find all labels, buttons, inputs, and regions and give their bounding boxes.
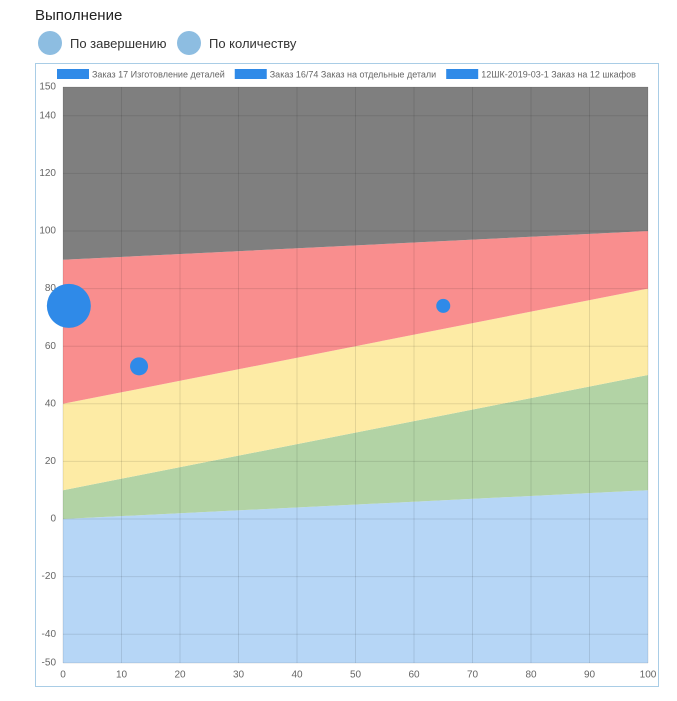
y-tick-label: 20 bbox=[45, 456, 57, 467]
y-tick-label: 60 bbox=[45, 341, 57, 352]
x-tick-label: 40 bbox=[291, 670, 303, 681]
x-tick-label: 0 bbox=[60, 670, 66, 681]
section-title: Выполнение bbox=[35, 7, 123, 24]
y-tick-label: 40 bbox=[45, 398, 57, 409]
y-tick-label: -20 bbox=[42, 571, 57, 582]
y-tick-label: 120 bbox=[39, 168, 56, 179]
legend-label: 12ШК-2019-03-1 Заказ на 12 шкафов bbox=[481, 69, 636, 79]
bubble bbox=[436, 298, 451, 313]
band-area bbox=[63, 490, 648, 663]
band-area bbox=[63, 87, 648, 260]
bubble bbox=[130, 357, 149, 376]
x-tick-label: 30 bbox=[233, 670, 245, 681]
legend-label: Заказ 17 Изготовление деталей bbox=[92, 69, 225, 79]
band-area bbox=[63, 375, 648, 519]
x-tick-label: 80 bbox=[525, 670, 537, 681]
legend-label: Заказ 16/74 Заказ на отдельные детали bbox=[270, 69, 436, 79]
y-tick-label: 150 bbox=[39, 82, 56, 93]
y-tick-label: -40 bbox=[42, 629, 57, 640]
y-tick-label: 140 bbox=[39, 110, 56, 121]
chart-frame bbox=[35, 63, 659, 687]
y-tick-label: 80 bbox=[45, 283, 57, 294]
legend-swatch bbox=[57, 69, 89, 79]
band-area bbox=[63, 231, 648, 404]
toggle-label: По количеству bbox=[209, 35, 297, 51]
legend-item[interactable]: Заказ 16/74 Заказ на отдельные детали bbox=[234, 69, 436, 79]
toggle-icon bbox=[38, 31, 62, 55]
x-tick-label: 70 bbox=[467, 670, 479, 681]
x-tick-label: 60 bbox=[408, 670, 420, 681]
x-tick-label: 90 bbox=[584, 670, 596, 681]
x-tick-label: 10 bbox=[116, 670, 128, 681]
x-tick-label: 50 bbox=[350, 670, 362, 681]
band-area bbox=[63, 288, 648, 491]
legend-item[interactable]: 12ШК-2019-03-1 Заказ на 12 шкафов bbox=[446, 69, 636, 79]
x-tick-label: 20 bbox=[174, 670, 186, 681]
y-tick-label: -50 bbox=[42, 658, 57, 669]
legend-swatch bbox=[446, 69, 479, 79]
bubble bbox=[46, 283, 91, 328]
toggle-label: По завершению bbox=[70, 35, 167, 51]
y-tick-label: 0 bbox=[50, 514, 56, 525]
legend-item[interactable]: Заказ 17 Изготовление деталей bbox=[57, 69, 225, 79]
legend-swatch bbox=[234, 69, 267, 79]
y-tick-label: 100 bbox=[39, 226, 56, 237]
toggle-quantity[interactable]: По количеству bbox=[177, 31, 296, 55]
x-tick-label: 100 bbox=[640, 670, 657, 681]
toggle-icon bbox=[177, 31, 201, 55]
toggle-completion[interactable]: По завершению bbox=[38, 31, 166, 55]
